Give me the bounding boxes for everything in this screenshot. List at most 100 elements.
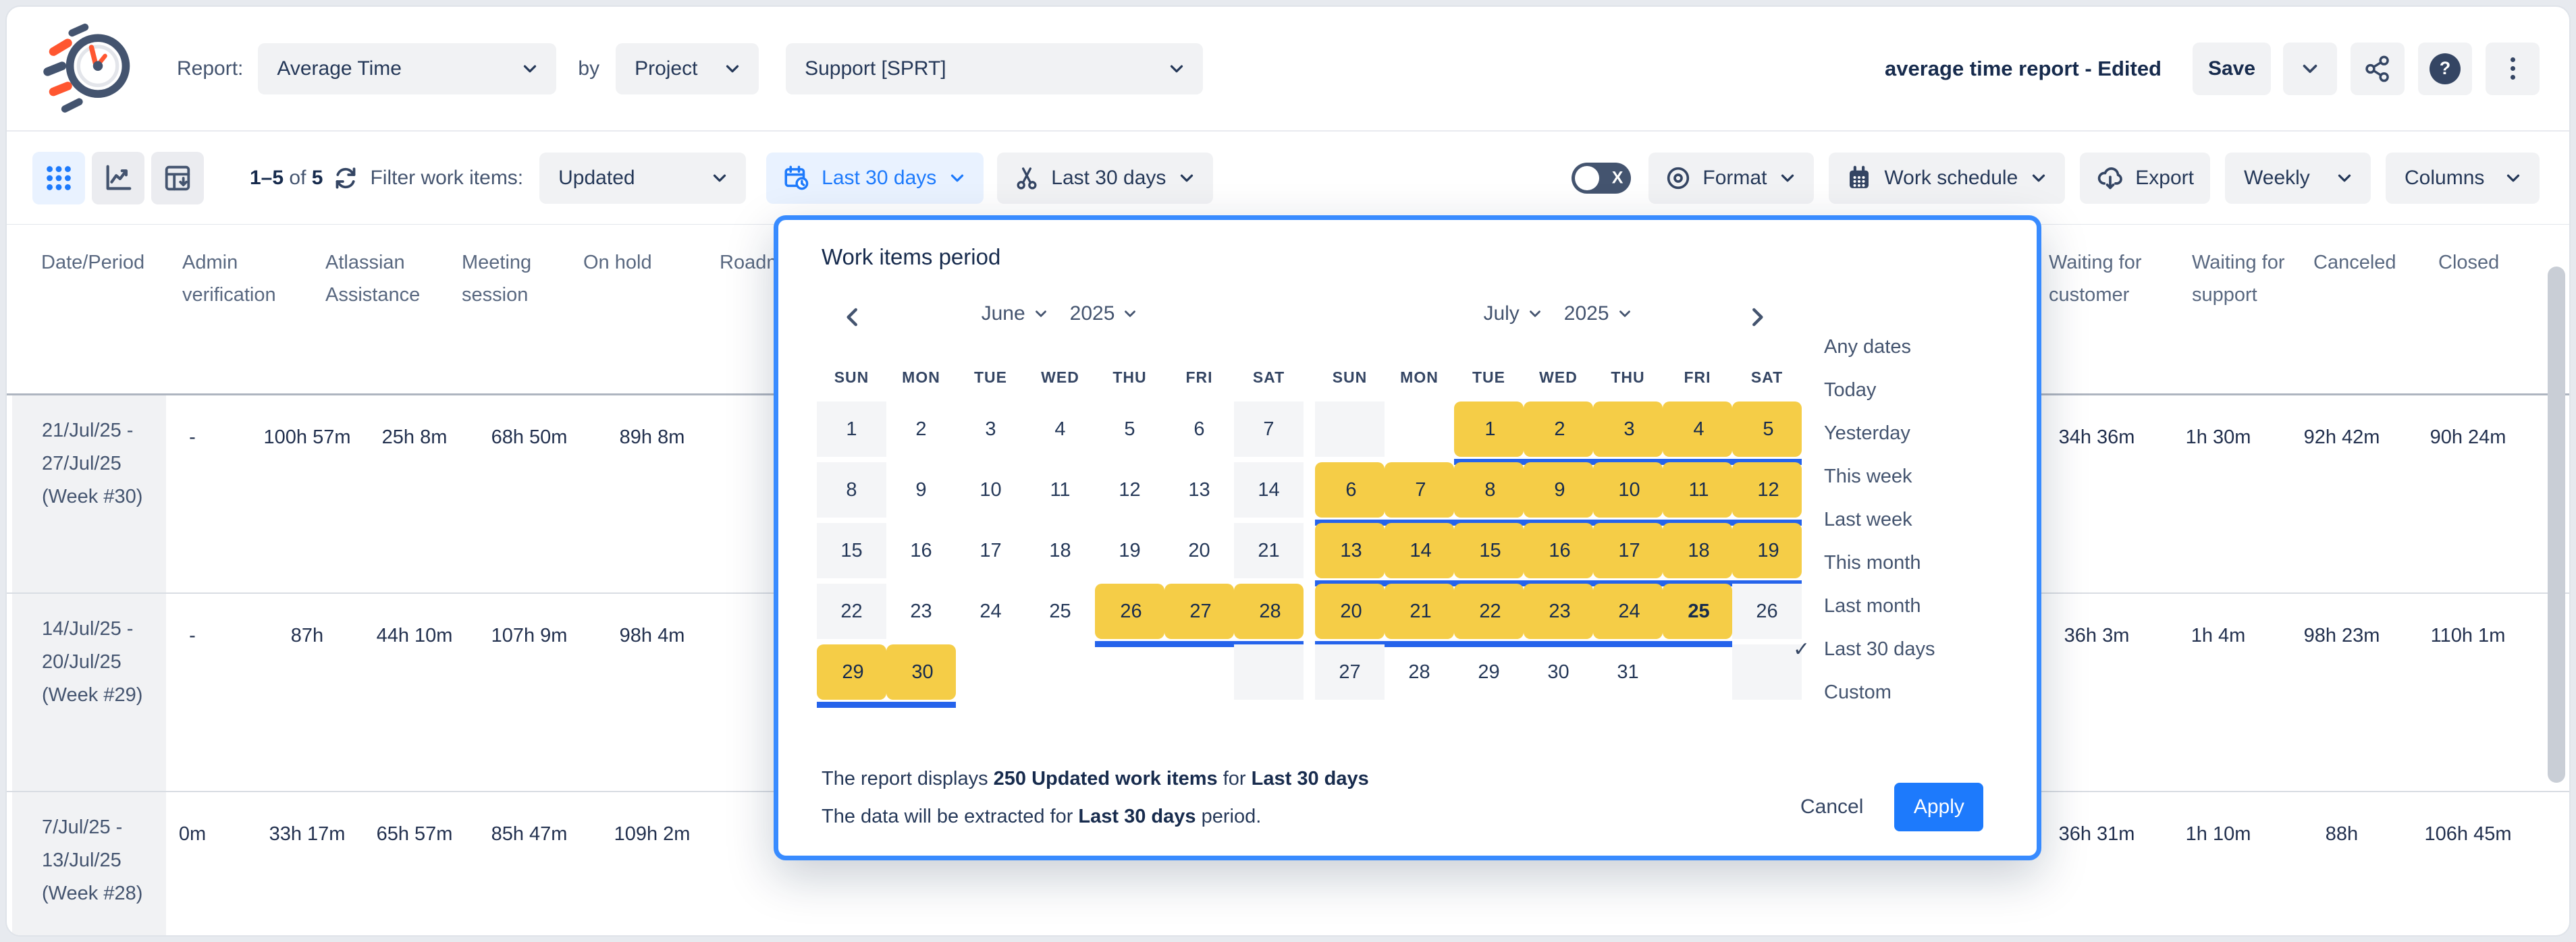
- calendar-day[interactable]: 22: [817, 584, 886, 639]
- calendar-day[interactable]: 6: [1193, 418, 1205, 440]
- calendar-day[interactable]: 25: [1663, 584, 1732, 647]
- pivot-view-button[interactable]: [151, 151, 204, 204]
- sum-average-toggle[interactable]: X: [1572, 162, 1632, 194]
- calendar-day[interactable]: 4: [1054, 418, 1066, 440]
- calendar-day[interactable]: 1: [1454, 401, 1524, 465]
- calendar-day[interactable]: 14: [1385, 523, 1454, 586]
- calendar-day[interactable]: 1: [817, 401, 886, 457]
- granularity-select[interactable]: Weekly: [2225, 152, 2371, 204]
- calendar-day[interactable]: 29: [817, 644, 886, 708]
- calendar-day[interactable]: 10: [1593, 462, 1663, 526]
- calendar-day[interactable]: 12: [1732, 462, 1802, 526]
- cancel-button[interactable]: Cancel: [1796, 795, 1867, 819]
- calendar-day[interactable]: 16: [910, 539, 932, 561]
- year-select[interactable]: 2025: [1564, 302, 1634, 325]
- calendar-day[interactable]: 30: [886, 644, 956, 708]
- calendar-day[interactable]: 3: [985, 418, 996, 440]
- preset-item[interactable]: Custom: [1824, 671, 1935, 714]
- calendar-day[interactable]: 27: [1164, 584, 1234, 647]
- save-options-button[interactable]: [2283, 42, 2337, 95]
- calendar-day[interactable]: 15: [817, 523, 886, 578]
- preset-item[interactable]: ✓ Last 30 days: [1793, 628, 1935, 671]
- month-select[interactable]: June: [982, 302, 1050, 325]
- preset-item[interactable]: Any dates: [1824, 325, 1935, 368]
- calendar-day[interactable]: 11: [1663, 462, 1732, 526]
- calendar-day[interactable]: 13: [1188, 478, 1210, 501]
- calendar-day[interactable]: 24: [1593, 584, 1663, 647]
- calendar-day[interactable]: 4: [1663, 401, 1732, 465]
- save-button[interactable]: Save: [2193, 42, 2271, 95]
- refresh-button[interactable]: [332, 165, 359, 192]
- preset-item[interactable]: Today: [1824, 368, 1935, 412]
- chart-view-button[interactable]: [92, 151, 144, 204]
- columns-select[interactable]: Columns: [2386, 152, 2540, 204]
- calendar-day[interactable]: 26: [1095, 584, 1164, 647]
- trim-period-button[interactable]: Last 30 days: [997, 152, 1214, 204]
- calendar-day[interactable]: 23: [910, 600, 932, 622]
- calendar-day[interactable]: 2: [1524, 401, 1593, 465]
- preset-item[interactable]: Last week: [1824, 498, 1935, 541]
- calendar-day[interactable]: 11: [1050, 478, 1071, 501]
- calendar-day[interactable]: 27: [1315, 644, 1385, 700]
- calendar-day[interactable]: 26: [1732, 584, 1802, 639]
- work-items-period-button[interactable]: Last 30 days: [766, 152, 984, 204]
- calendar-day[interactable]: 7: [1234, 401, 1304, 457]
- calendar-day[interactable]: 21: [1385, 584, 1454, 647]
- vertical-scrollbar[interactable]: [2548, 267, 2565, 783]
- apply-button[interactable]: Apply: [1894, 783, 1984, 831]
- report-type-select[interactable]: Average Time: [258, 43, 557, 94]
- previous-month-button[interactable]: [835, 300, 870, 335]
- group-by-select[interactable]: Project: [616, 43, 759, 94]
- calendar-day[interactable]: 18: [1663, 523, 1732, 586]
- calendar-day[interactable]: 2: [915, 418, 927, 440]
- calendar-day[interactable]: 20: [1188, 539, 1210, 561]
- preset-item[interactable]: Yesterday: [1824, 412, 1935, 455]
- share-button[interactable]: [2351, 42, 2405, 95]
- calendar-day[interactable]: 28: [1234, 584, 1304, 647]
- calendar-day[interactable]: 14: [1234, 462, 1304, 518]
- calendar-day[interactable]: 9: [1524, 462, 1593, 526]
- year-select[interactable]: 2025: [1070, 302, 1139, 325]
- more-actions-button[interactable]: [2486, 42, 2540, 95]
- month-select[interactable]: July: [1483, 302, 1543, 325]
- work-schedule-button[interactable]: Work schedule: [1829, 152, 2066, 204]
- calendar-day[interactable]: 31: [1617, 661, 1639, 683]
- calendar-day[interactable]: 9: [915, 478, 927, 501]
- calendar-day[interactable]: 12: [1119, 478, 1141, 501]
- calendar-day[interactable]: 22: [1454, 584, 1524, 647]
- calendar-day[interactable]: 19: [1119, 539, 1141, 561]
- calendar-day[interactable]: 19: [1732, 523, 1802, 586]
- calendar-day[interactable]: 29: [1478, 661, 1500, 683]
- calendar-day[interactable]: 8: [1454, 462, 1524, 526]
- project-select[interactable]: Support [SPRT]: [786, 43, 1204, 94]
- calendar-day[interactable]: 5: [1124, 418, 1135, 440]
- calendar-day[interactable]: 15: [1454, 523, 1524, 586]
- calendar-day[interactable]: 21: [1234, 523, 1304, 578]
- calendar-day[interactable]: 6: [1315, 462, 1385, 526]
- calendar-day[interactable]: 5: [1732, 401, 1802, 465]
- calendar-day[interactable]: 16: [1524, 523, 1593, 586]
- export-button[interactable]: Export: [2080, 152, 2210, 204]
- calendar-day[interactable]: 8: [817, 462, 886, 518]
- help-button[interactable]: ?: [2418, 42, 2472, 95]
- calendar-day[interactable]: 13: [1315, 523, 1385, 586]
- format-button[interactable]: Format: [1648, 152, 1815, 204]
- calendar-day[interactable]: 30: [1547, 661, 1569, 683]
- next-month-button[interactable]: [1740, 300, 1775, 335]
- calendar-day[interactable]: 18: [1049, 539, 1071, 561]
- calendar-day[interactable]: 3: [1593, 401, 1663, 465]
- calendar-day[interactable]: 10: [980, 478, 1002, 501]
- preset-item[interactable]: This week: [1824, 455, 1935, 498]
- preset-item[interactable]: Last month: [1824, 584, 1935, 628]
- calendar-day[interactable]: 28: [1408, 661, 1430, 683]
- calendar-day[interactable]: 20: [1315, 584, 1385, 647]
- calendar-day[interactable]: 7: [1385, 462, 1454, 526]
- calendar-day[interactable]: 25: [1049, 600, 1071, 622]
- calendar-day[interactable]: 17: [1593, 523, 1663, 586]
- calendar-day[interactable]: 17: [980, 539, 1002, 561]
- preset-item[interactable]: This month: [1824, 541, 1935, 584]
- filter-field-select[interactable]: Updated: [539, 152, 747, 204]
- grid-view-button[interactable]: [32, 151, 85, 204]
- calendar-day[interactable]: 24: [980, 600, 1002, 622]
- calendar-day[interactable]: 23: [1524, 584, 1593, 647]
